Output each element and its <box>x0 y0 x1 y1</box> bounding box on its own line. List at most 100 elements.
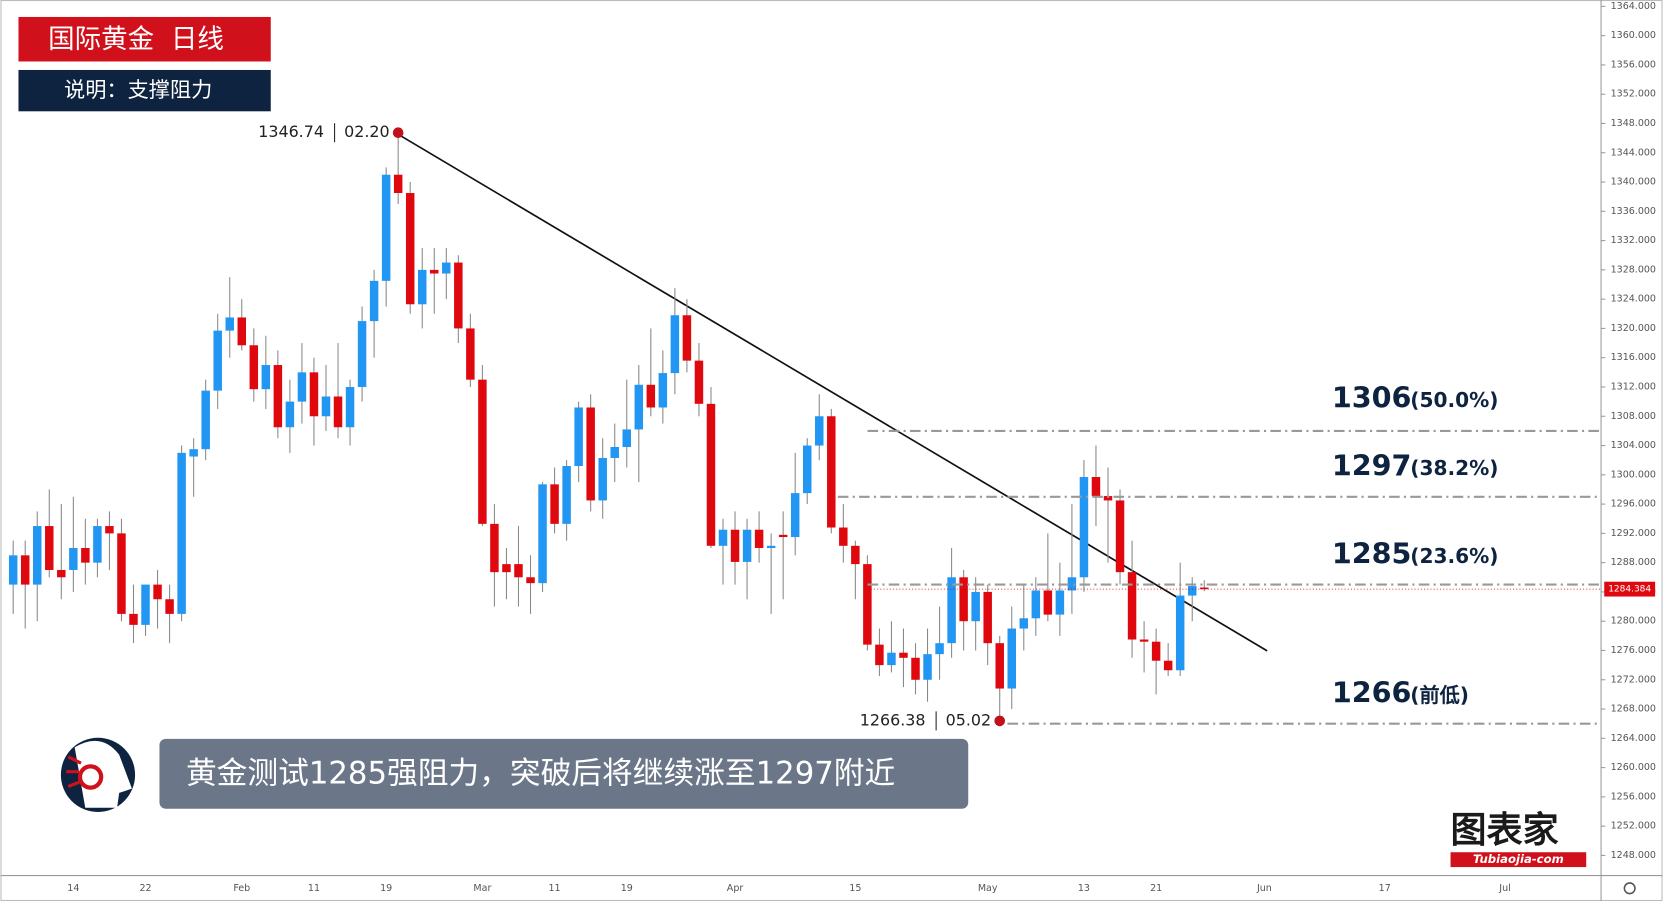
x-tick-label: 22 <box>139 883 151 894</box>
candle-body <box>297 372 307 402</box>
candle-body <box>550 484 559 524</box>
candle-body <box>706 403 716 546</box>
candle-body <box>321 396 331 417</box>
candle-body <box>1127 572 1137 640</box>
candle-body <box>574 407 583 467</box>
candle-body <box>790 493 800 538</box>
y-tick-label: 1300.000 <box>1611 469 1656 480</box>
candle-body <box>887 652 896 666</box>
last-price-box <box>1604 581 1656 597</box>
annotation-dot <box>994 715 1006 727</box>
candle-body <box>249 345 259 390</box>
level-label: 1297 <box>1332 448 1412 482</box>
candle-body <box>718 529 728 546</box>
candle-body <box>69 548 78 570</box>
x-tick-label: 11 <box>308 883 320 894</box>
candle-body <box>393 174 403 194</box>
candle-body <box>526 577 535 584</box>
candle-body <box>369 280 379 322</box>
candle-body <box>730 529 740 562</box>
candle-body <box>45 526 54 570</box>
y-tick-label: 1324.000 <box>1611 294 1656 305</box>
x-tick-label: Mar <box>473 883 491 894</box>
candle-body <box>1115 500 1125 573</box>
y-tick-label: 1336.000 <box>1611 206 1656 217</box>
candle-body <box>646 384 656 408</box>
y-tick-label: 1364.000 <box>1611 1 1656 12</box>
candle-body <box>201 390 210 450</box>
candle-body <box>670 315 680 374</box>
candle-body <box>1067 577 1077 591</box>
logo-name: 图表家 <box>1451 810 1559 851</box>
candle-body <box>20 555 30 585</box>
candle-body <box>754 529 764 549</box>
candle-body <box>1151 641 1161 661</box>
candle-body <box>1055 590 1065 615</box>
x-tick-label: Feb <box>233 883 250 894</box>
y-tick-label: 1332.000 <box>1611 235 1656 246</box>
x-tick-label: Jun <box>1256 883 1272 894</box>
candle-body <box>189 449 198 457</box>
x-tick-label: 11 <box>549 883 561 894</box>
y-tick-label: 1292.000 <box>1611 528 1656 539</box>
annotation-date: 05.02 <box>946 710 992 729</box>
candle-body <box>153 584 162 600</box>
y-tick-label: 1304.000 <box>1611 440 1656 451</box>
settings-icon[interactable] <box>1623 882 1636 895</box>
candle-body <box>177 452 186 614</box>
y-tick-label: 1316.000 <box>1611 352 1656 363</box>
candle-body <box>466 328 475 380</box>
candle-body <box>129 613 138 625</box>
y-tick-label: 1352.000 <box>1611 89 1656 100</box>
y-tick-label: 1276.000 <box>1611 645 1656 656</box>
candle-body <box>1163 660 1173 671</box>
candle-body <box>634 384 644 430</box>
candle-body <box>1091 477 1101 497</box>
x-tick-label: 21 <box>1150 883 1162 894</box>
annotation-dot <box>392 127 404 139</box>
candle-body <box>93 526 102 563</box>
candle-body <box>562 466 571 524</box>
candle-body <box>815 416 824 446</box>
candle-body <box>586 407 595 501</box>
y-tick-label: 1344.000 <box>1611 147 1656 158</box>
level-label: 1266 <box>1332 675 1412 709</box>
candle-body <box>105 526 114 534</box>
candle-body <box>995 643 1004 689</box>
y-tick-label: 1312.000 <box>1611 381 1656 392</box>
candle-body <box>165 599 174 614</box>
logo-url: Tubiaojia-com <box>1473 852 1564 866</box>
candle-body <box>478 379 487 524</box>
candle-body <box>430 269 439 274</box>
x-tick-label: 19 <box>380 883 392 894</box>
annotation-value: 1266.38 <box>860 710 926 729</box>
logo-band <box>1450 852 1587 868</box>
candle-body <box>405 193 415 305</box>
candle-body <box>742 529 752 562</box>
level-note: (38.2%) <box>1410 456 1498 480</box>
y-tick-label: 1272.000 <box>1611 674 1656 685</box>
candle-body <box>1031 590 1041 619</box>
candle-body <box>682 315 692 361</box>
candle-body <box>57 569 66 578</box>
title-box <box>18 16 271 62</box>
y-tick-label: 1320.000 <box>1611 323 1656 334</box>
y-tick-label: 1288.000 <box>1611 557 1656 568</box>
candle-body <box>1200 587 1209 590</box>
candle-body <box>1079 477 1089 578</box>
y-tick-label: 1248.000 <box>1611 850 1656 861</box>
candle-body <box>333 396 343 428</box>
candle-body <box>1019 618 1029 629</box>
candle-body <box>417 269 427 305</box>
candle-body <box>598 457 607 501</box>
candle-body <box>261 365 271 390</box>
x-tick-label: 19 <box>621 883 633 894</box>
candle-body <box>899 652 908 658</box>
candle-body <box>225 317 234 331</box>
level-note: (前低) <box>1410 683 1469 707</box>
y-tick-label: 1296.000 <box>1611 499 1656 510</box>
candle-body <box>622 429 632 448</box>
x-tick-label: Jul <box>1498 883 1510 894</box>
x-tick-label: May <box>978 883 998 894</box>
